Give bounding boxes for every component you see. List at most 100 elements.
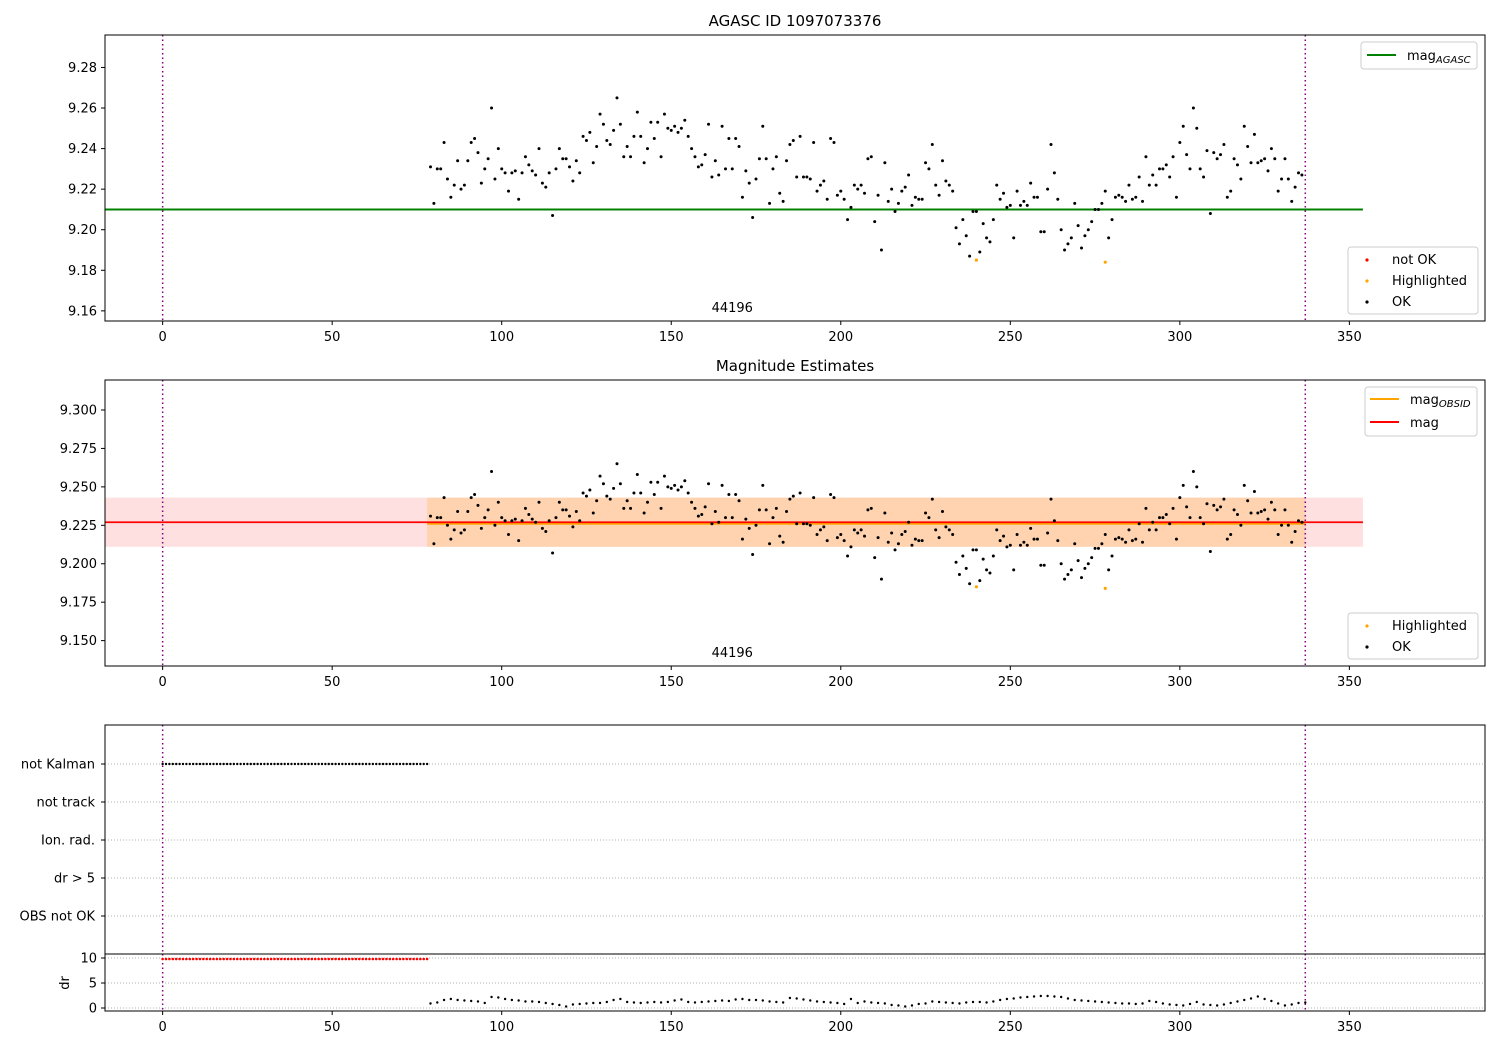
ok-legend-label: OK (1392, 640, 1411, 655)
dr-over-limit-point (334, 957, 337, 961)
ok-point (452, 183, 456, 187)
x-tick-label: 250 (998, 1020, 1023, 1035)
ok-point (1293, 529, 1297, 533)
dr-panel-plot-layer: 0 50 100 150 200 250 300 350 0 5 10 (80, 952, 1485, 1035)
ok-point (439, 167, 443, 171)
not-kalman-flag-point (205, 762, 208, 766)
y-tick-label: 9.24 (68, 142, 97, 157)
not-kalman-flag-point (161, 762, 164, 766)
dr-point (951, 1001, 954, 1005)
legend-frame (1347, 246, 1479, 315)
flag-category-label: dr > 5 (54, 872, 95, 887)
dr-over-limit-point (202, 957, 205, 961)
ok-point (1154, 183, 1158, 187)
ok-point (686, 134, 690, 138)
dr-over-limit-point (330, 957, 334, 961)
ok-point (534, 520, 538, 524)
ok-point (462, 183, 466, 187)
ok-point (764, 508, 768, 512)
dr-point (1168, 1003, 1171, 1006)
ok-point (924, 511, 928, 515)
ok-point (683, 118, 687, 122)
ok-point (1059, 228, 1063, 232)
ok-point (554, 516, 558, 520)
not-kalman-flag-point (164, 762, 168, 766)
ok-point (1276, 189, 1280, 193)
dr-point (524, 1000, 527, 1003)
ok-point (1059, 562, 1063, 566)
not-kalman-flag-point (208, 762, 212, 766)
not-kalman-flag-point (381, 762, 385, 766)
ok-point (890, 531, 894, 535)
ok-point (998, 197, 1002, 201)
ok-point (442, 141, 446, 144)
ok-point (612, 128, 616, 132)
ok-point (893, 209, 897, 213)
dr-over-limit-point (368, 957, 371, 961)
dr-point (931, 1000, 934, 1003)
ok-point (578, 519, 582, 523)
ok-point (629, 506, 633, 510)
ok-point (1093, 207, 1097, 211)
dr-point (958, 1002, 961, 1005)
dr-over-limit-point (252, 957, 256, 961)
not-kalman-flag-point (185, 762, 188, 766)
ok-point (1208, 549, 1212, 553)
ok-point (479, 181, 483, 185)
ok-point (734, 493, 738, 497)
dr-point (965, 1001, 968, 1004)
ok-point (517, 197, 521, 201)
ok-point (717, 520, 721, 524)
ok-point (1144, 155, 1148, 159)
dr-point (483, 1001, 486, 1005)
ok-point (859, 528, 863, 532)
ok-point (459, 187, 463, 191)
dr-point (836, 1001, 839, 1005)
dr-point (544, 1001, 547, 1005)
ok-point (1124, 540, 1128, 544)
dr-point (551, 1002, 554, 1006)
not-kalman-flag-point (188, 762, 191, 766)
ok-point (1042, 563, 1046, 567)
not-kalman-flag-point (171, 762, 175, 766)
ok-point (1202, 175, 1206, 179)
not-kalman-flag-point (202, 762, 205, 766)
dr-point (1107, 1001, 1110, 1004)
ok-point (991, 554, 995, 558)
ok-point (432, 542, 436, 546)
dr-point (686, 1000, 690, 1004)
dr-point (904, 1005, 907, 1008)
ok-point (1076, 224, 1080, 228)
dr-point (1161, 1002, 1165, 1005)
ok-point (510, 519, 514, 523)
dr-over-limit-point (303, 957, 307, 961)
x-tick-label: 50 (324, 1020, 341, 1035)
y-tick-label: 9.225 (60, 519, 97, 534)
ok-point (751, 553, 755, 557)
ok-point (957, 242, 961, 246)
ok-point (896, 201, 900, 205)
ok-point (886, 199, 890, 203)
ok-point (432, 201, 436, 205)
ok-point (696, 165, 700, 169)
highlighted-point (974, 258, 979, 262)
dr-point (673, 999, 676, 1002)
ok-point (988, 240, 992, 244)
flag-category-label: not Kalman (21, 758, 95, 773)
ok-point (1147, 528, 1151, 532)
ok-point (1042, 230, 1046, 234)
ok-point (686, 491, 690, 495)
not-kalman-flag-point (327, 762, 330, 766)
ok-point (1117, 536, 1121, 540)
ok-point (974, 209, 978, 213)
ok-point (754, 523, 758, 527)
dr-over-limit-point (205, 957, 209, 961)
ok-point (1103, 189, 1107, 193)
not-kalman-flag-point (286, 762, 290, 766)
not-kalman-flag-point (371, 762, 375, 766)
ok-point (771, 516, 775, 520)
ok-point (537, 147, 541, 151)
ok-point (907, 173, 911, 177)
ok-point (551, 214, 555, 218)
ok-point (1202, 522, 1206, 526)
